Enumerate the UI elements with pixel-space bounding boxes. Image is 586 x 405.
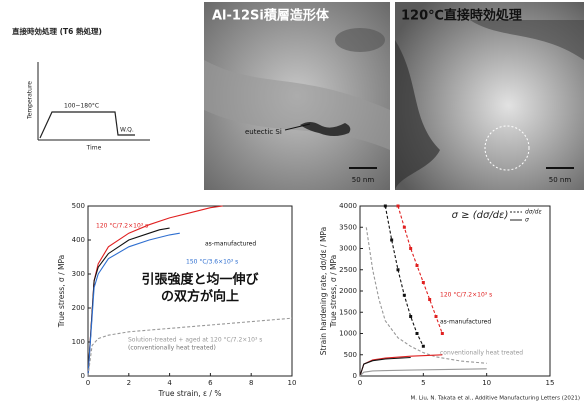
series-line [88, 233, 180, 376]
x-axis-label: True strain, ε / % [158, 389, 222, 398]
y-tick-label: 500 [344, 351, 357, 359]
schematic-title: 直接時効処理 (T6 熱処理) [12, 26, 102, 36]
y-tick-label: 500 [72, 202, 85, 210]
y-tick-label: 200 [72, 304, 85, 312]
y-tick-label: 2000 [339, 287, 357, 295]
series-line [398, 206, 442, 334]
series-label: 120 °C/7.2×10³ s [440, 292, 492, 299]
scale-label: 50 nm [352, 176, 375, 184]
x-tick-label: 10 [482, 379, 491, 387]
x-tick-label: 0 [86, 379, 90, 387]
annotation: (conventionally heat treated) [128, 345, 216, 352]
series-label: Solution-treated + aged at 120 °C/7.2×10… [128, 337, 262, 344]
x-tick-label: 10 [288, 379, 297, 387]
y-tick-label: 4000 [339, 202, 357, 210]
quench-label: W.Q. [120, 127, 134, 134]
y-tick-label: 3500 [339, 223, 357, 231]
micrograph-title: Al-12Si積層造形体 [212, 8, 330, 24]
y-axis-label: Temperature [27, 81, 34, 120]
x-axis-label: Time [86, 145, 102, 152]
data-point [390, 239, 393, 242]
temperature-label: 100~180°C [64, 103, 99, 110]
micrograph: Al-12Si積層造形体 eutectic Si 50 nm [204, 2, 390, 190]
temperature-profile [40, 112, 135, 138]
micrograph-title: 120℃直接時効処理 [401, 8, 522, 24]
data-point [397, 205, 400, 208]
series-line [88, 228, 170, 376]
series-line [360, 358, 411, 377]
scale-label: 50 nm [549, 176, 572, 184]
heat-treatment-schematic: 直接時効処理 (T6 熱処理) Temperature Time 100~180… [12, 26, 150, 152]
y-tick-label: 1000 [339, 330, 357, 338]
y-axis-label: True stress, σ / MPa [329, 255, 338, 329]
data-point [428, 298, 431, 301]
data-point [416, 264, 419, 267]
data-point [384, 205, 387, 208]
series-label: 120 °C/7.2×10³ s [96, 223, 148, 230]
micrograph: 120℃直接時効処理 50 nm [395, 2, 584, 190]
annotation: 引張強度と均一伸び [141, 272, 259, 288]
annotation: σ ≥ (dσ/dε) [452, 210, 509, 221]
legend-label: dσ/dε [525, 209, 542, 216]
y-axis-label: Strain hardening rate, dσ/dε / MPa [319, 227, 328, 355]
y-tick-label: 300 [72, 270, 85, 278]
texture [335, 28, 385, 52]
annotation: の双方が向上 [161, 289, 239, 305]
y-tick-label: 0 [81, 372, 85, 380]
x-tick-label: 2 [127, 379, 131, 387]
series-label: as-manufactured [440, 319, 491, 326]
data-point [441, 332, 444, 335]
x-tick-label: 4 [167, 379, 172, 387]
y-tick-label: 0 [353, 372, 357, 380]
y-axis-label: True stress, σ / MPa [57, 255, 66, 329]
y-tick-label: 1500 [339, 308, 357, 316]
y-tick-label: 3000 [339, 245, 357, 253]
data-point [416, 332, 419, 335]
series-label: as-manufactured [205, 241, 256, 248]
x-tick-label: 0 [358, 379, 362, 387]
y-tick-label: 400 [72, 236, 85, 244]
figure: 直接時効処理 (T6 熱処理) Temperature Time 100~180… [0, 0, 586, 405]
x-tick-label: 5 [421, 379, 425, 387]
legend-label: σ [525, 217, 529, 224]
annotation: eutectic Si [245, 128, 282, 136]
y-tick-label: 2500 [339, 266, 357, 274]
series-label: conventionally heat treated [440, 350, 523, 357]
data-point [409, 315, 412, 318]
x-tick-label: 15 [546, 379, 555, 387]
series-label: 150 °C/3.6×10³ s [186, 259, 238, 266]
data-point [403, 226, 406, 229]
data-point [397, 268, 400, 271]
x-tick-label: 6 [208, 379, 213, 387]
data-point [409, 247, 412, 250]
citation: M. Liu, N. Takata et al., Additive Manuf… [411, 396, 580, 402]
x-tick-label: 8 [249, 379, 253, 387]
data-point [422, 281, 425, 284]
data-point [403, 294, 406, 297]
data-point [435, 315, 438, 318]
y-tick-label: 100 [72, 338, 85, 346]
data-point [422, 345, 425, 348]
